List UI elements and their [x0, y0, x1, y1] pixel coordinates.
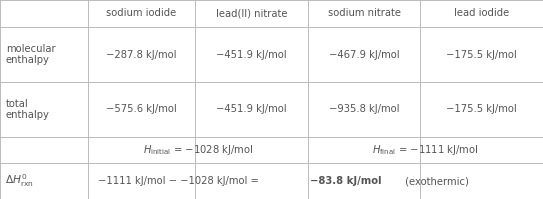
Text: $\Delta H^0_{\mathrm{rxn}}$: $\Delta H^0_{\mathrm{rxn}}$	[5, 173, 34, 189]
Text: lead(II) nitrate: lead(II) nitrate	[216, 9, 287, 19]
Text: −287.8 kJ/mol: −287.8 kJ/mol	[106, 50, 177, 60]
Text: −451.9 kJ/mol: −451.9 kJ/mol	[216, 50, 287, 60]
Text: −175.5 kJ/mol: −175.5 kJ/mol	[446, 104, 517, 114]
Text: −467.9 kJ/mol: −467.9 kJ/mol	[329, 50, 399, 60]
Text: (exothermic): (exothermic)	[402, 176, 469, 186]
Text: $H_{\mathrm{initial}}$ = −1028 kJ/mol: $H_{\mathrm{initial}}$ = −1028 kJ/mol	[143, 143, 254, 157]
Text: −575.6 kJ/mol: −575.6 kJ/mol	[106, 104, 177, 114]
Text: lead iodide: lead iodide	[454, 9, 509, 19]
Text: sodium nitrate: sodium nitrate	[327, 9, 401, 19]
Text: −83.8 kJ/mol: −83.8 kJ/mol	[310, 176, 381, 186]
Text: $H_{\mathrm{final}}$ = −1111 kJ/mol: $H_{\mathrm{final}}$ = −1111 kJ/mol	[372, 143, 479, 157]
Text: molecular
enthalpy: molecular enthalpy	[6, 44, 55, 65]
Text: sodium iodide: sodium iodide	[106, 9, 176, 19]
Text: −935.8 kJ/mol: −935.8 kJ/mol	[329, 104, 399, 114]
Text: −451.9 kJ/mol: −451.9 kJ/mol	[216, 104, 287, 114]
Text: −1111 kJ/mol − −1028 kJ/mol =: −1111 kJ/mol − −1028 kJ/mol =	[98, 176, 262, 186]
Text: −175.5 kJ/mol: −175.5 kJ/mol	[446, 50, 517, 60]
Text: total
enthalpy: total enthalpy	[6, 99, 50, 120]
